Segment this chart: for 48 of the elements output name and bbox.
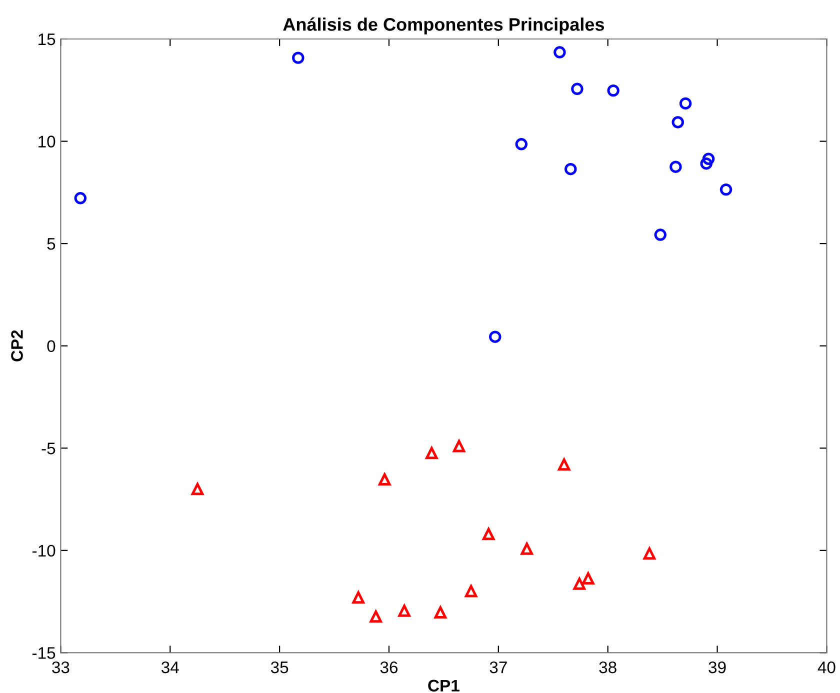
point [564,162,577,176]
x-tick-label: 39 [708,661,726,674]
point [643,547,656,560]
y-tick-label: 10 [38,136,56,148]
point [654,228,666,241]
x-tick-label: 40 [818,661,836,674]
point [702,152,715,165]
x-tick-label: 35 [270,661,288,674]
point [558,458,570,471]
y-tick-label: -15 [32,647,56,659]
point [489,330,502,343]
point [398,604,410,617]
point [554,46,566,58]
x-tick-label: 38 [599,661,616,674]
point [434,606,447,619]
point [74,192,87,204]
y-tick-label: -10 [32,544,56,557]
point [378,473,391,486]
point [672,116,684,128]
point [452,440,466,452]
point [370,610,382,623]
point [464,585,478,598]
point [520,542,533,555]
point [670,160,682,173]
point [679,97,692,110]
point [720,183,732,196]
point [700,157,712,170]
y-tick-label: 5 [47,238,56,250]
y-axis-title: CP2 [11,330,23,362]
point [352,591,364,604]
point [426,446,438,460]
point [482,528,495,540]
x-tick-label: 33 [52,661,70,674]
y-tick-label: -5 [42,442,56,454]
y-tick-label: 0 [47,340,56,352]
point [292,52,304,64]
point [571,82,584,96]
x-tick-label: 37 [490,661,507,674]
x-tick-label: 34 [161,661,179,674]
point [515,138,528,150]
point [191,482,204,496]
point [582,572,594,585]
y-tick-label: 15 [38,34,56,46]
point [607,84,620,97]
point [573,578,586,590]
x-tick-label: 36 [380,661,398,674]
x-axis-title: CP1 [428,680,460,692]
chart-title: Análisis de Componentes Principales [283,17,604,34]
